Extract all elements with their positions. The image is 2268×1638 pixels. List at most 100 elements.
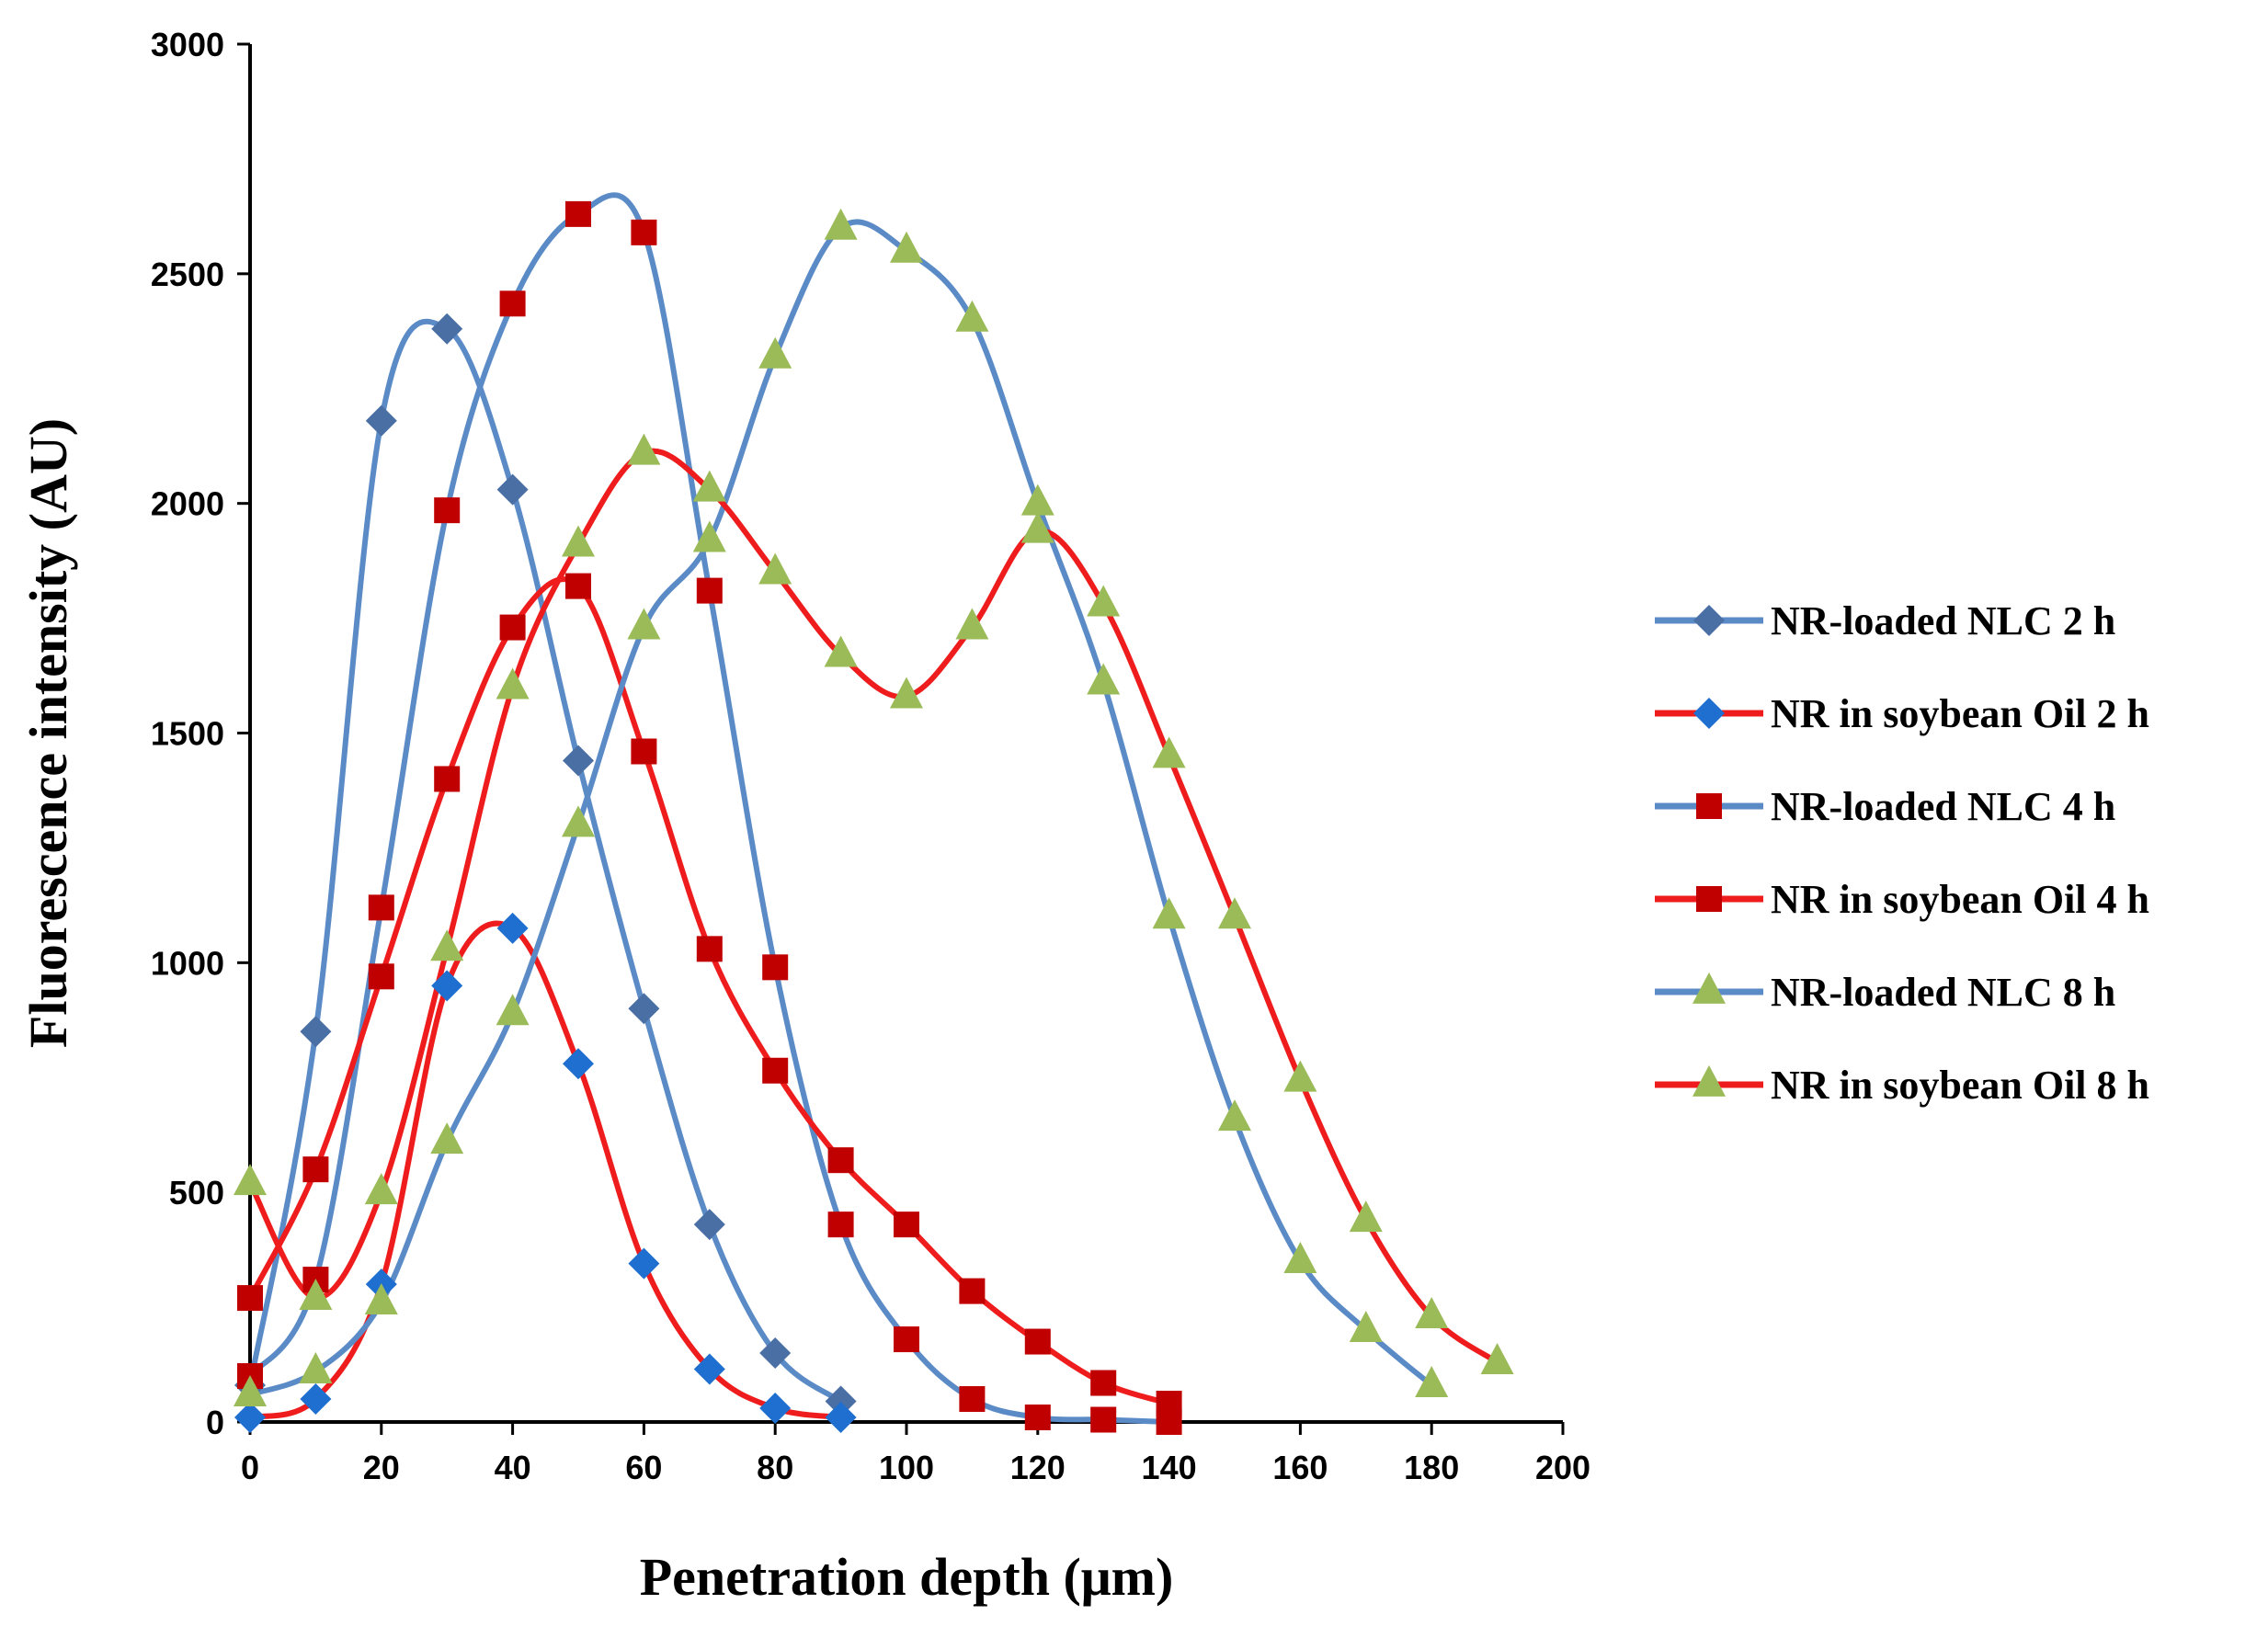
data-point-nr-loaded-nlc-8-h: [1020, 483, 1054, 516]
x-tick-label: 100: [879, 1449, 934, 1486]
y-tick-label: 3000: [151, 26, 224, 63]
data-point-nr-loaded-nlc-8-h: [1349, 1310, 1383, 1342]
data-point-nr-in-soybean-oil-4-h: [827, 1147, 854, 1174]
data-point-nr-in-soybean-oil-8-h: [1218, 897, 1251, 929]
x-tick-label: 180: [1404, 1449, 1459, 1486]
series-line-nr-in-soybean-oil-8-h: [247, 448, 1500, 1365]
legend-label-nr-loaded-nlc-2-h: NR-loaded NLC 2 h: [1771, 598, 2115, 643]
data-point-nr-in-soybean-oil-8-h: [299, 1279, 333, 1311]
data-point-nr-loaded-nlc-8-h: [758, 336, 792, 369]
data-point-nr-loaded-nlc-2-h: [825, 1385, 857, 1417]
data-point-nr-loaded-nlc-8-h: [955, 300, 989, 332]
data-point-nr-loaded-nlc-2-h: [431, 313, 463, 345]
data-point-nr-in-soybean-oil-4-h: [959, 1278, 986, 1304]
legend-marker-nr-loaded-nlc-8-h: [1692, 972, 1726, 1004]
data-point-nr-loaded-nlc-8-h: [496, 994, 530, 1026]
x-tick-label: 200: [1535, 1449, 1590, 1486]
data-point-nr-in-soybean-oil-4-h: [1156, 1391, 1182, 1417]
data-point-nr-in-soybean-oil-8-h: [1087, 585, 1121, 617]
data-point-nr-loaded-nlc-8-h: [824, 208, 858, 240]
x-tick-label: 20: [363, 1449, 400, 1486]
legend-marker-nr-in-soybean-oil-8-h: [1692, 1064, 1726, 1097]
data-point-nr-loaded-nlc-2-h: [628, 993, 660, 1025]
legend-marker-nr-loaded-nlc-2-h: [1693, 605, 1725, 636]
data-point-nr-loaded-nlc-8-h: [1218, 1099, 1251, 1132]
data-point-nr-loaded-nlc-4-h: [368, 894, 394, 921]
y-tick-label: 1000: [151, 944, 224, 982]
data-point-nr-loaded-nlc-8-h: [692, 520, 726, 552]
x-tick-label: 60: [625, 1449, 662, 1486]
data-point-nr-loaded-nlc-8-h: [1283, 1242, 1317, 1274]
data-point-nr-loaded-nlc-4-h: [1024, 1405, 1051, 1431]
data-point-nr-loaded-nlc-4-h: [827, 1211, 854, 1238]
series-markers: [234, 200, 1514, 1435]
data-point-nr-in-soybean-oil-4-h: [631, 738, 657, 765]
data-point-nr-in-soybean-oil-4-h: [368, 963, 394, 990]
data-point-nr-loaded-nlc-2-h: [365, 404, 397, 437]
data-point-nr-in-soybean-oil-8-h: [1415, 1296, 1449, 1328]
data-point-nr-loaded-nlc-8-h: [299, 1351, 333, 1383]
data-point-nr-loaded-nlc-4-h: [959, 1386, 986, 1413]
data-point-nr-loaded-nlc-8-h: [627, 608, 661, 640]
legend-marker-nr-in-soybean-oil-2-h: [1693, 698, 1725, 729]
data-point-nr-in-soybean-oil-2-h: [431, 970, 463, 1002]
y-tick-label: 2500: [151, 256, 224, 293]
data-point-nr-in-soybean-oil-8-h: [1152, 736, 1186, 768]
data-point-nr-loaded-nlc-4-h: [631, 219, 657, 245]
data-point-nr-loaded-nlc-4-h: [434, 497, 461, 524]
legend-label-nr-in-soybean-oil-2-h: NR in soybean Oil 2 h: [1771, 691, 2149, 736]
data-point-nr-in-soybean-oil-8-h: [430, 929, 464, 961]
data-point-nr-in-soybean-oil-2-h: [234, 1402, 266, 1434]
x-axis-title: Penetration depth (μm): [640, 1547, 1174, 1607]
data-point-nr-in-soybean-oil-4-h: [565, 573, 591, 599]
data-point-nr-in-soybean-oil-8-h: [562, 525, 595, 557]
data-point-nr-in-soybean-oil-8-h: [692, 470, 726, 502]
data-point-nr-loaded-nlc-2-h: [693, 1209, 725, 1241]
legend-label-nr-in-soybean-oil-4-h: NR in soybean Oil 4 h: [1771, 877, 2149, 922]
legend-marker-nr-loaded-nlc-4-h: [1696, 793, 1722, 819]
series-lines: [247, 192, 1500, 1425]
data-point-nr-in-soybean-oil-4-h: [499, 614, 526, 641]
data-point-nr-in-soybean-oil-4-h: [1090, 1370, 1117, 1396]
data-point-nr-in-soybean-oil-2-h: [825, 1402, 857, 1434]
data-point-nr-in-soybean-oil-8-h: [1480, 1342, 1514, 1374]
data-point-nr-in-soybean-oil-8-h: [364, 1173, 398, 1205]
legend-marker-nr-in-soybean-oil-4-h: [1696, 886, 1722, 912]
data-point-nr-in-soybean-oil-8-h: [1349, 1200, 1383, 1233]
data-point-nr-in-soybean-oil-8-h: [496, 667, 530, 700]
data-point-nr-in-soybean-oil-2-h: [759, 1393, 792, 1425]
data-point-nr-loaded-nlc-4-h: [565, 200, 591, 227]
series-line-nr-loaded-nlc-2-h: [247, 318, 844, 1405]
legend: NR-loaded NLC 2 h NR in soybean Oil 2 h NR…: [1655, 598, 2149, 1108]
data-point-nr-in-soybean-oil-8-h: [890, 677, 923, 709]
data-point-nr-in-soybean-oil-4-h: [696, 936, 723, 962]
y-tick-label: 1500: [151, 715, 224, 753]
x-tick-label: 160: [1272, 1449, 1328, 1486]
data-point-nr-in-soybean-oil-2-h: [300, 1383, 332, 1416]
y-tick-label: 0: [206, 1404, 224, 1441]
x-tick-label: 0: [241, 1449, 259, 1486]
data-point-nr-loaded-nlc-4-h: [1090, 1406, 1117, 1433]
data-point-nr-in-soybean-oil-4-h: [894, 1211, 919, 1238]
data-point-nr-loaded-nlc-8-h: [430, 1122, 464, 1155]
x-tick-label: 40: [495, 1449, 531, 1486]
data-point-nr-in-soybean-oil-4-h: [237, 1285, 263, 1312]
data-point-nr-in-soybean-oil-8-h: [1283, 1060, 1317, 1092]
data-point-nr-in-soybean-oil-4-h: [1024, 1328, 1051, 1355]
data-point-nr-loaded-nlc-8-h: [890, 231, 923, 263]
data-point-nr-in-soybean-oil-2-h: [496, 912, 529, 944]
y-axis-title: Fluorescence intensity (AU): [18, 418, 78, 1048]
data-point-nr-in-soybean-oil-2-h: [693, 1353, 725, 1385]
data-point-nr-in-soybean-oil-8-h: [758, 552, 792, 585]
data-point-nr-loaded-nlc-2-h: [300, 1016, 332, 1048]
data-point-nr-in-soybean-oil-4-h: [762, 1057, 789, 1084]
y-tick-label: 500: [169, 1174, 224, 1211]
axes: 0 500 1000 1500 2000 2500 3000 0 20 40 60 80 100 120 1…: [151, 26, 1590, 1486]
data-point-nr-in-soybean-oil-8-h: [1020, 511, 1054, 543]
data-point-nr-loaded-nlc-8-h: [1087, 663, 1121, 695]
data-point-nr-loaded-nlc-4-h: [762, 954, 789, 981]
data-point-nr-in-soybean-oil-2-h: [563, 1048, 594, 1080]
data-point-nr-loaded-nlc-4-h: [696, 577, 723, 604]
